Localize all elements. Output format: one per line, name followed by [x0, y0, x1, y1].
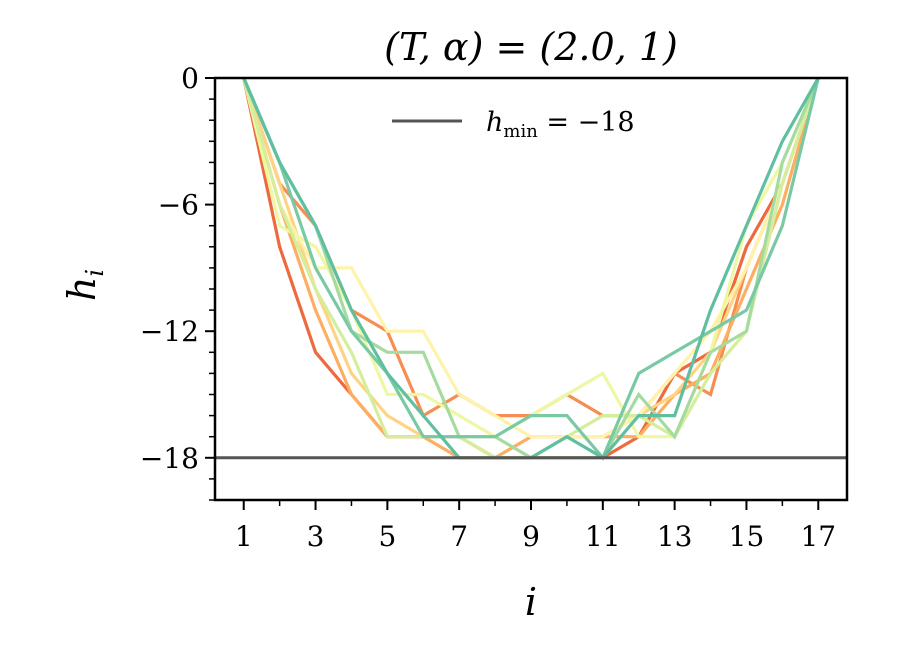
x-tick-label: 17	[800, 520, 836, 553]
y-tick-label: 0	[181, 62, 199, 95]
series-lines	[242, 77, 820, 461]
x-axis-label: i	[525, 580, 537, 624]
legend: hmin = −18	[392, 107, 635, 142]
x-tick-label: 13	[657, 520, 693, 553]
x-tick-label: 11	[585, 520, 621, 553]
x-tick-label: 1	[235, 520, 253, 553]
legend-label-h-min: hmin = −18	[486, 107, 635, 142]
x-tick-label: 3	[307, 520, 325, 553]
y-tick-label: −18	[140, 442, 199, 475]
y-tick-label: −12	[140, 315, 199, 348]
x-tick-label: 7	[450, 520, 468, 553]
x-tick-label: 5	[378, 520, 396, 553]
series-line-9	[242, 77, 820, 461]
axis-ticks: 1 3 5 7 9 11 13 15 170−6−12−18	[140, 62, 836, 553]
y-tick-label: −6	[158, 189, 199, 222]
x-tick-label: 15	[729, 520, 765, 553]
y-axis-label: hi	[60, 269, 109, 301]
x-tick-label: 9	[522, 520, 540, 553]
chart-title: (T, α) = (2.0, 1)	[384, 25, 678, 69]
